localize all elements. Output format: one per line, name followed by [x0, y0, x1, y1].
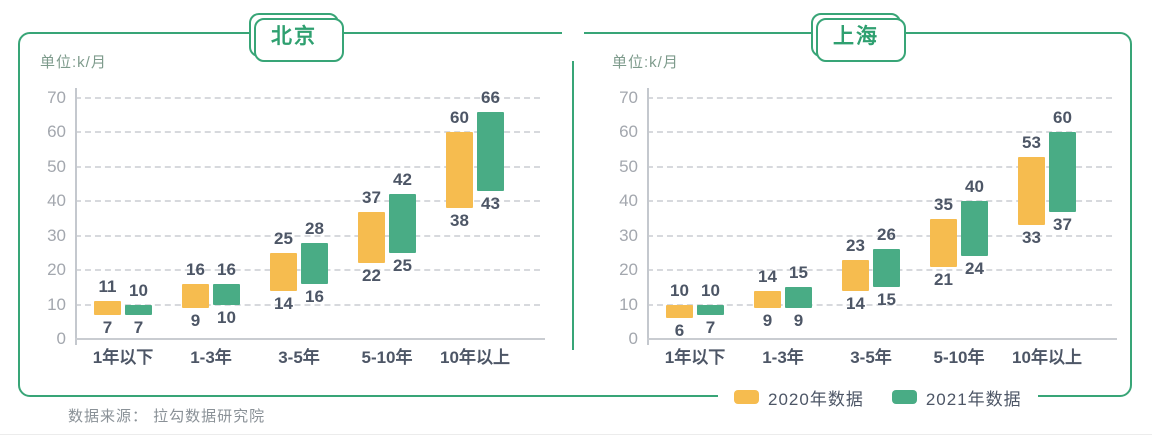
legend-label-2021: 2021年数据 [925, 389, 1022, 409]
legend-label-2020: 2020年数据 [768, 389, 864, 409]
legend-item-2021: 2021年数据 [891, 385, 1022, 410]
tab-beijing-label: 北京 [271, 25, 317, 48]
panel-divider [572, 61, 574, 350]
tab-shanghai-label: 上海 [833, 25, 879, 48]
legend: 2020年数据 2021年数据 [718, 383, 1038, 411]
tab-shanghai: 上海 [811, 13, 906, 62]
panel-border-gap [562, 30, 584, 36]
legend-item-2020: 2020年数据 [734, 385, 864, 410]
legend-swatch-2021 [891, 390, 917, 404]
data-source-note: 数据来源： 拉勾数据研究院 [68, 408, 266, 425]
legend-swatch-2020 [734, 390, 759, 404]
tab-beijing: 北京 [249, 13, 344, 62]
panel-border [18, 32, 1132, 397]
